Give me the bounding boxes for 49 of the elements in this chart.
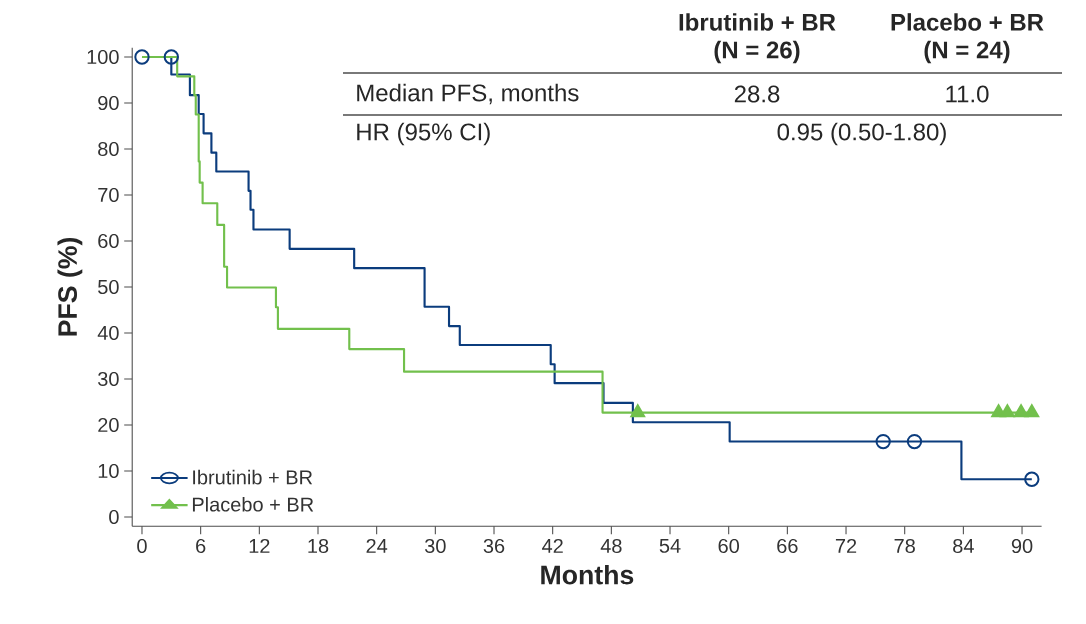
x-tick-label: 12 bbox=[249, 538, 270, 553]
x-tick-label: 36 bbox=[483, 538, 505, 554]
y-tick-label: 100 bbox=[87, 49, 119, 65]
y-axis-title: PFS (%) bbox=[57, 237, 83, 336]
x-tick-label: 18 bbox=[308, 538, 329, 554]
annotation: 11.0 bbox=[946, 85, 989, 103]
annotation: HR (95% CI) bbox=[357, 122, 490, 146]
point bbox=[134, 49, 150, 65]
y-tick-label: 40 bbox=[97, 325, 119, 341]
x-tick-label: 90 bbox=[1011, 538, 1033, 554]
x-tick-label: 30 bbox=[424, 538, 446, 554]
text: Placebo + BR bbox=[891, 13, 1044, 31]
text: Ibrutinib + BR bbox=[679, 13, 836, 31]
x-tick-label: 0 bbox=[137, 538, 147, 554]
y-tick-label: 0 bbox=[109, 509, 119, 525]
x-tick-label: 24 bbox=[366, 538, 388, 553]
point bbox=[875, 433, 891, 450]
annotation: (N = 26) bbox=[714, 40, 800, 64]
point bbox=[163, 49, 179, 65]
point bbox=[630, 404, 646, 418]
y-tick-label: 90 bbox=[98, 95, 119, 111]
x-tick-label: 66 bbox=[777, 538, 798, 554]
annotation: Median PFS, months bbox=[357, 83, 579, 105]
y-tick-label: 80 bbox=[98, 141, 119, 157]
annotation: 0.95 (0.50-1.80) bbox=[777, 122, 946, 146]
point bbox=[1000, 404, 1015, 418]
point bbox=[1013, 404, 1029, 418]
x-tick-label: 48 bbox=[600, 538, 622, 554]
y-tick-label: 50 bbox=[98, 279, 119, 295]
x-tick-label: 60 bbox=[718, 538, 740, 554]
point bbox=[906, 433, 923, 450]
annotation: 28.8 bbox=[734, 85, 780, 103]
x-tick-label: 78 bbox=[894, 538, 915, 554]
x-tick-label: 6 bbox=[196, 538, 206, 554]
y-tick-label: 70 bbox=[98, 187, 119, 203]
point bbox=[1024, 471, 1040, 487]
y-tick-label: 60 bbox=[98, 233, 119, 249]
x-tick-label: 42 bbox=[542, 538, 563, 553]
y-tick-label: 10 bbox=[98, 463, 119, 479]
y-tick-label: 20 bbox=[98, 417, 119, 433]
x-tick-label: 72 bbox=[835, 538, 857, 553]
x-tick-label: 54 bbox=[659, 538, 681, 553]
x-tick-label: 84 bbox=[953, 538, 974, 554]
annotation: (N = 24) bbox=[924, 40, 1010, 64]
point bbox=[1024, 404, 1040, 418]
legend-label: Placebo + BR bbox=[192, 496, 314, 512]
x-axis-title: Months bbox=[541, 564, 634, 585]
y-tick-label: 30 bbox=[98, 371, 119, 387]
legend-label: Ibrutinib + BR bbox=[193, 469, 313, 485]
